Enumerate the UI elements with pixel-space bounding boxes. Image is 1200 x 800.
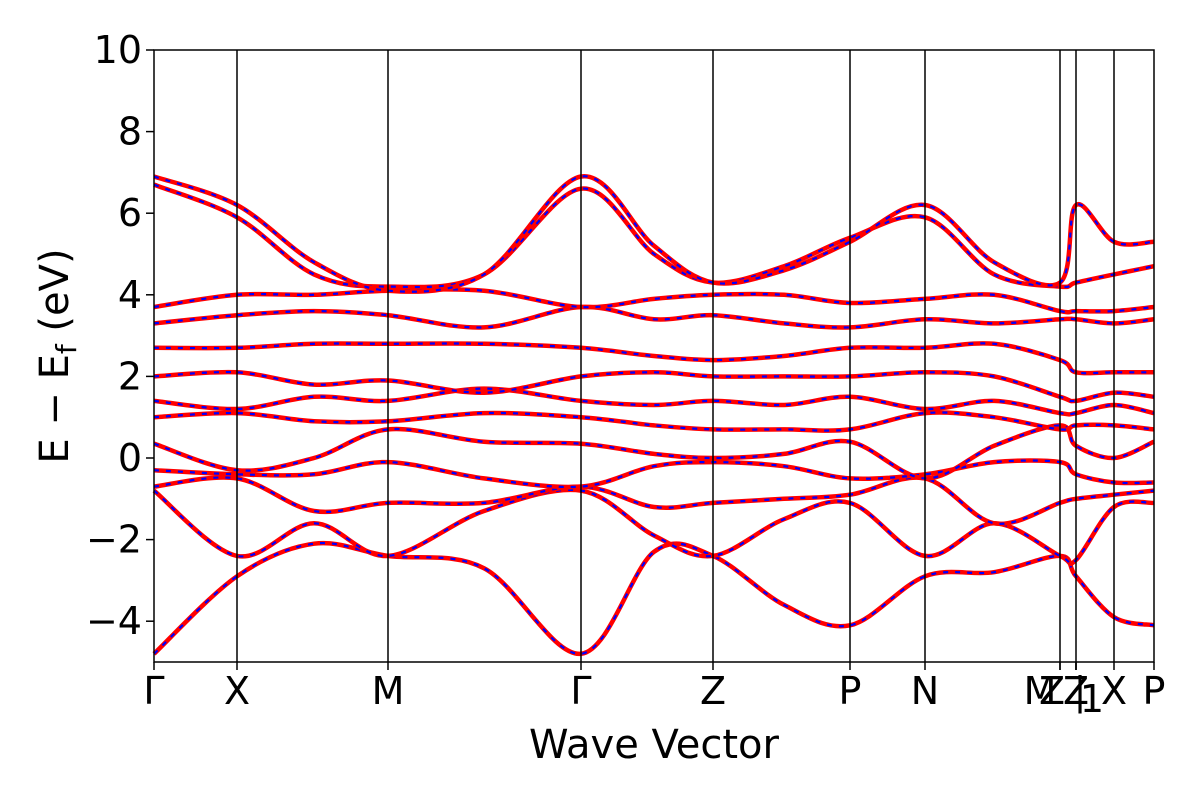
band-line-dashed-2: [153, 476, 1155, 525]
y-tick-label: 2: [118, 354, 142, 398]
x-tick-label: Z: [1039, 669, 1065, 713]
bands-layer: [152, 174, 1155, 657]
x-tick-label: Z: [700, 669, 726, 713]
y-tick-label: 6: [118, 191, 142, 235]
band-line-0: [152, 540, 1155, 657]
x-tick-label: N: [911, 669, 939, 713]
band-line-dashed-3: [153, 459, 1155, 489]
band-line-dashed-12: [153, 175, 1155, 293]
band-line-dashed-5: [153, 411, 1155, 432]
band-line-dashed-11: [153, 183, 1155, 289]
high-symmetry-lines: [236, 50, 1115, 662]
band-line-11: [153, 182, 1155, 290]
band-line-dashed-6: [153, 387, 1155, 416]
y-tick-label: −2: [86, 518, 142, 562]
band-line-9: [153, 304, 1155, 330]
band-line-2: [153, 475, 1155, 527]
x-tick-label: P: [839, 669, 862, 713]
band-line-dashed-1: [153, 488, 1155, 566]
y-tick-label: 0: [118, 436, 142, 480]
x-tick-label: Γ: [143, 669, 164, 713]
plot-frame: [153, 49, 1155, 663]
band-line-4: [153, 423, 1155, 481]
y-tick-label: 4: [118, 273, 142, 317]
y-tick-label: 8: [118, 110, 142, 154]
band-line-dashed-7: [153, 370, 1155, 403]
band-line-5: [153, 410, 1155, 433]
band-line-dashed-8: [153, 342, 1154, 375]
x-tick-label: X: [224, 669, 250, 713]
band-line-dashed-0: [153, 541, 1155, 655]
band-line-10: [153, 287, 1155, 315]
band-line-dashed-10: [153, 288, 1155, 314]
y-axis-label-main: E − E: [32, 354, 78, 464]
x-tick-label: Γ: [570, 669, 591, 713]
x-tick-label: X: [1101, 669, 1127, 713]
x-tick-label: Z: [1063, 669, 1089, 713]
y-axis-label-unit: (eV): [32, 248, 78, 344]
y-axis-label: E − Ef (eV): [32, 248, 83, 463]
x-axis-label: Wave Vector: [529, 722, 780, 768]
y-tick-label: −4: [86, 599, 142, 643]
x-tick-label: 1: [1080, 677, 1104, 721]
y-axis-label-sub: f: [50, 343, 83, 354]
band-line-12: [153, 174, 1155, 294]
x-tick-label: M: [1024, 669, 1057, 713]
x-axis: Γ X M Γ Z P N ZM Z1| X P: [143, 662, 1165, 721]
band-line-dashed-4: [153, 424, 1155, 480]
y-axis: −4 −2 0 2 4 6 8 10: [86, 28, 154, 643]
band-line-3: [153, 458, 1155, 490]
x-tick-label: |: [1074, 669, 1087, 714]
x-tick-label: M: [372, 669, 405, 713]
band-line-8: [153, 341, 1154, 376]
y-tick-label: 10: [94, 28, 142, 72]
x-tick-label: P: [1143, 669, 1166, 713]
